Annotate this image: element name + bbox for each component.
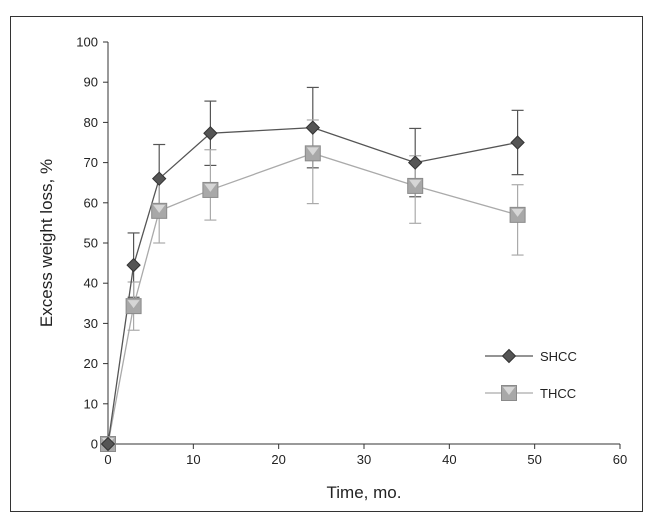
data-point-thcc-shade — [306, 147, 319, 156]
data-point-thcc-shade — [204, 183, 217, 192]
axes: 0 10 20 30 40 50 60 70 80 90 100 0 10 20 30 40 50 60 — [76, 35, 627, 468]
legend-marker-shcc — [501, 348, 517, 364]
y-axis-title: Excess weight loss, % — [37, 159, 56, 327]
y-tick-label: 40 — [84, 276, 98, 291]
x-tick-label: 40 — [442, 452, 456, 467]
data-point-shcc — [126, 257, 141, 273]
legend-label-thcc: THCC — [540, 386, 576, 401]
x-tick-label: 20 — [271, 452, 285, 467]
y-tick-label: 70 — [84, 155, 98, 170]
y-tick-label: 10 — [84, 396, 98, 411]
data-point-shcc — [151, 171, 167, 186]
data-point-shcc — [203, 126, 218, 141]
series-layer — [100, 120, 526, 452]
y-tick-label: 100 — [76, 35, 98, 50]
data-point-shcc — [510, 135, 525, 150]
data-point-thcc-shade — [409, 179, 422, 188]
y-tick-label: 60 — [84, 195, 98, 210]
x-axis-title: Time, mo. — [327, 483, 402, 502]
y-tick-label: 20 — [84, 356, 98, 371]
legend: SHCC THCC — [485, 348, 577, 401]
x-tick-label: 0 — [104, 452, 111, 467]
y-tick-label: 80 — [84, 115, 98, 130]
legend-marker-thcc-shade — [503, 387, 515, 395]
data-point-shcc — [407, 155, 423, 170]
y-tick-label: 90 — [84, 75, 98, 90]
data-point-shcc — [305, 120, 321, 135]
data-point-shcc — [100, 436, 116, 452]
x-tick-label: 10 — [186, 452, 200, 467]
x-tick-label: 50 — [527, 452, 541, 467]
chart-border — [10, 16, 643, 512]
y-tick-label: 0 — [91, 437, 98, 452]
data-point-thcc-shade — [511, 208, 524, 217]
x-tick-label: 60 — [613, 452, 627, 467]
data-point-thcc-shade — [127, 300, 140, 309]
y-tick-label: 30 — [84, 316, 98, 331]
legend-label-shcc: SHCC — [540, 349, 577, 364]
data-point-thcc-shade — [153, 204, 166, 213]
y-tick-label: 50 — [84, 236, 98, 251]
x-tick-label: 30 — [357, 452, 371, 467]
